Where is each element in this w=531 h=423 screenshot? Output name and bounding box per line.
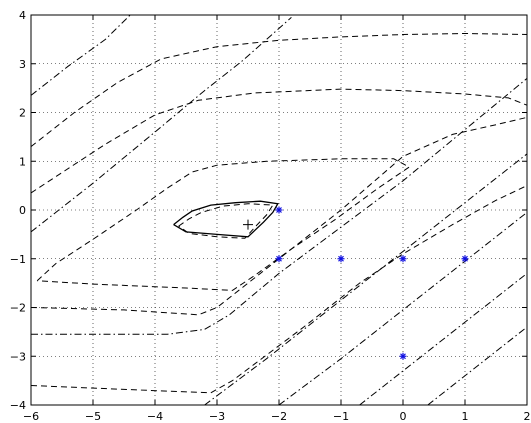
tick-marks	[30, 14, 528, 406]
contour-line-3	[36, 158, 411, 291]
y-tick-label: 2	[19, 107, 26, 120]
contour-lines	[30, 14, 528, 406]
markers	[243, 206, 469, 360]
y-tick-label: −4	[10, 399, 26, 412]
plus-marker	[243, 219, 253, 230]
x-tick-label: 0	[400, 410, 407, 423]
contour-line-4	[30, 116, 528, 316]
contour-line-13	[359, 273, 528, 406]
contour-line-1	[173, 200, 279, 238]
y-tick-label: −2	[10, 302, 26, 315]
star-marker	[461, 255, 469, 263]
y-tick-labels: −4 −3 −2 −1 0 1 2 3 4	[10, 9, 26, 412]
contour-line-2	[178, 203, 274, 239]
contour-line-7	[30, 32, 528, 147]
x-tick-label: 1	[462, 410, 469, 423]
x-tick-label: −6	[23, 410, 39, 423]
x-tick-labels: −6 −5 −4 −3 −2 −1 0 1 2	[23, 410, 531, 423]
contour-line-9	[30, 17, 292, 233]
contour-line-12	[278, 212, 528, 406]
x-tick-label: −3	[209, 410, 225, 423]
star-marker	[337, 255, 345, 263]
x-tick-label: 2	[524, 410, 531, 423]
y-tick-label: 4	[19, 9, 26, 22]
y-tick-label: 0	[19, 204, 26, 217]
y-tick-label: 1	[19, 155, 26, 168]
y-tick-label: 3	[19, 58, 26, 71]
x-tick-label: −2	[271, 410, 287, 423]
contour-line-11	[204, 153, 528, 406]
x-tick-label: −4	[147, 410, 163, 423]
star-marker	[275, 255, 283, 263]
contour-line-6	[30, 88, 528, 194]
contour-line-10	[31, 78, 528, 335]
contour-line-14	[427, 326, 528, 406]
y-tick-label: −1	[10, 253, 26, 266]
x-tick-label: −5	[85, 410, 101, 423]
star-marker	[399, 352, 407, 360]
star-marker	[399, 255, 407, 263]
y-tick-label: −3	[10, 350, 26, 363]
x-tick-label: −1	[333, 410, 349, 423]
star-marker	[275, 206, 283, 214]
